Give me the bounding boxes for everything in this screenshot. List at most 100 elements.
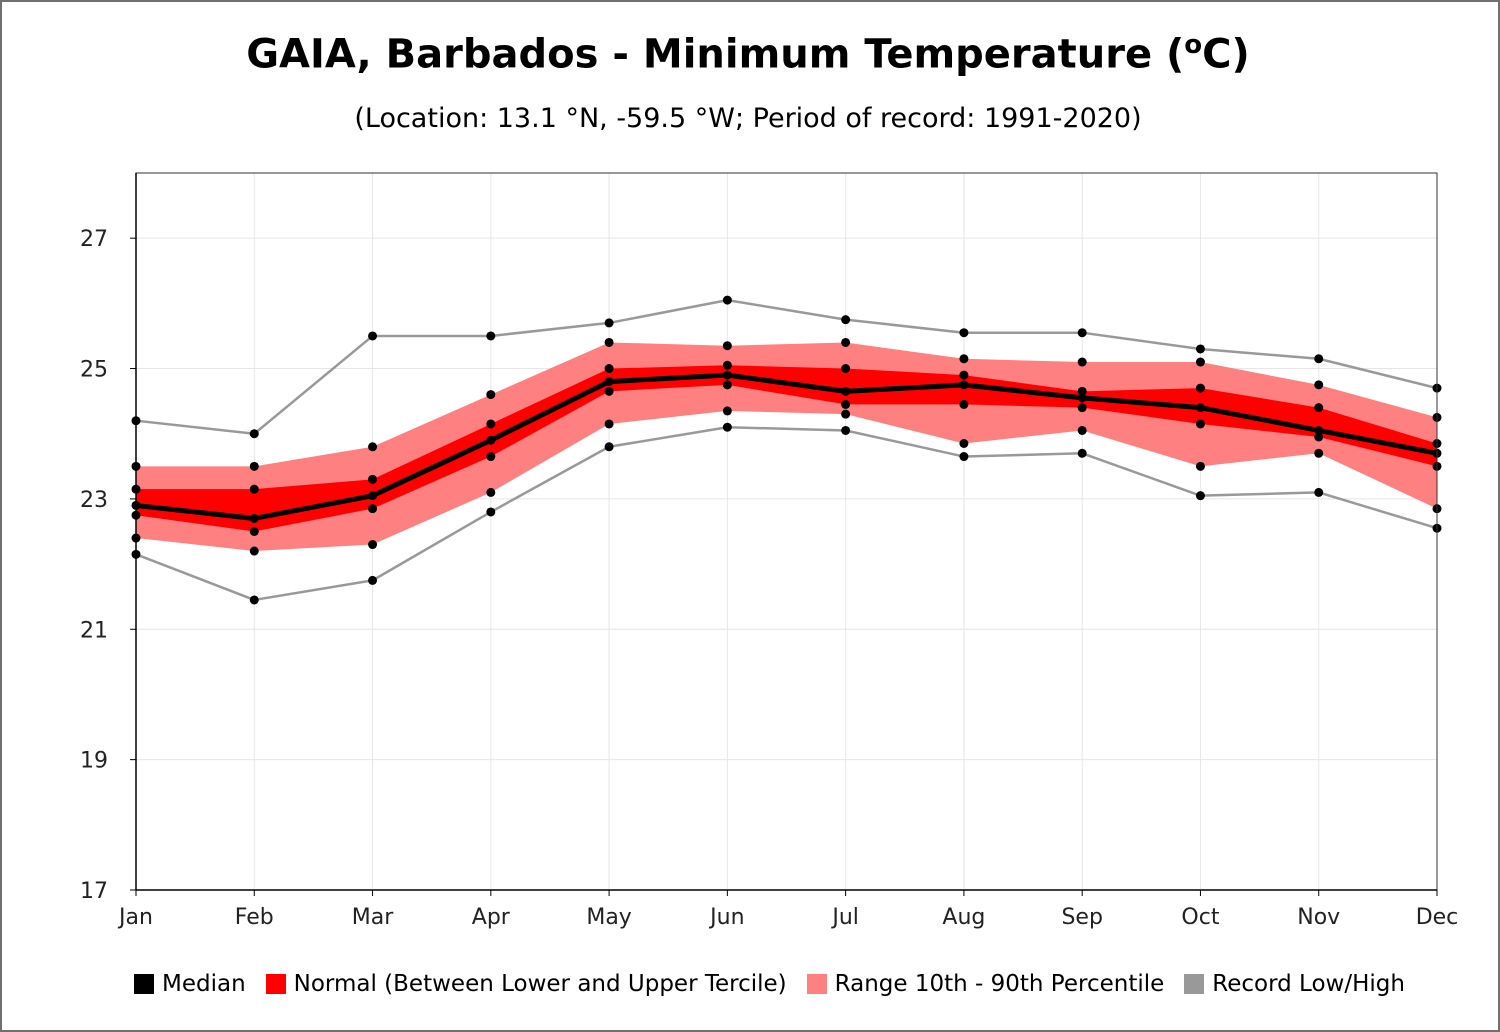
p10-point <box>722 406 732 416</box>
lower-tercile-point <box>604 386 614 396</box>
chart-title-text: GAIA, Barbados - Minimum Temperature ( <box>246 31 1185 78</box>
median-point <box>959 380 969 390</box>
p10-point <box>841 409 851 419</box>
median-point <box>486 435 496 445</box>
lower-tercile-point <box>1077 403 1087 413</box>
record-high-point <box>1314 354 1324 364</box>
p90-point <box>722 341 732 351</box>
median-point <box>841 386 851 396</box>
record-low-point <box>486 507 496 517</box>
lower-tercile-point <box>722 380 732 390</box>
record-low-point <box>841 425 851 435</box>
record-high-point <box>841 315 851 325</box>
record-low-point <box>959 452 969 462</box>
lower-tercile-point <box>249 527 259 536</box>
y-tick-label: 21 <box>80 618 108 643</box>
median-point <box>249 513 259 523</box>
record-high-point <box>249 429 259 439</box>
chart-title-degree-sup: o <box>1184 30 1203 60</box>
chart-plot: 17 19 21 23 25 27 Jan Feb Mar Apr May Jun Jul Aug Sep O… <box>80 172 1458 930</box>
legend-item-normal: Normal (Between Lower and Upper Tercile) <box>265 971 787 997</box>
legend-swatch-median <box>134 974 154 994</box>
x-tick-label: Sep <box>1061 905 1102 930</box>
legend-swatch-record <box>1184 974 1205 994</box>
record-high-point <box>1077 328 1087 338</box>
record-low-point <box>722 422 732 432</box>
x-tick-label: Feb <box>235 905 274 930</box>
y-tick-label: 25 <box>80 358 108 383</box>
upper-tercile-point <box>1077 386 1087 396</box>
p10-point <box>486 487 496 497</box>
legend-label-median: Median <box>162 971 246 997</box>
record-low-line <box>135 425 1438 602</box>
record-low-point <box>1195 491 1205 501</box>
y-tick-label: 17 <box>80 879 108 904</box>
p90-point <box>604 337 614 347</box>
upper-tercile-point <box>368 474 378 484</box>
record-high-point <box>1195 344 1205 354</box>
upper-tercile-point <box>604 364 614 374</box>
p90-point <box>1077 357 1087 367</box>
upper-tercile-point <box>722 360 732 370</box>
y-tick-label: 27 <box>80 227 108 252</box>
y-tick-label: 19 <box>80 749 108 774</box>
record-low-point <box>604 442 614 452</box>
p90-point <box>1195 357 1205 367</box>
y-tick-label: 23 <box>80 488 108 513</box>
median-point <box>1314 425 1324 435</box>
p90-point <box>841 337 851 347</box>
chart-subtitle: (Location: 13.1 °N, -59.5 °W; Period of … <box>354 103 1142 134</box>
record-high-point <box>604 318 614 328</box>
legend-swatch-range <box>806 974 827 994</box>
record-high-point <box>368 331 378 341</box>
lower-tercile-point <box>368 504 378 514</box>
legend-item-range: Range 10th - 90th Percentile <box>806 971 1165 997</box>
x-tick-label: Oct <box>1181 905 1219 930</box>
upper-tercile-point <box>841 364 851 374</box>
p10-point <box>604 419 614 429</box>
p10-point <box>1314 448 1324 458</box>
lower-tercile-point <box>959 399 969 409</box>
lower-tercile-point <box>841 399 851 409</box>
x-tick-label: Aug <box>942 905 985 930</box>
upper-tercile-point <box>486 419 496 429</box>
record-low-point <box>368 575 378 585</box>
upper-tercile-point <box>959 370 969 380</box>
legend-swatch-normal <box>265 974 286 994</box>
chart-legend: Median Normal (Between Lower and Upper T… <box>134 968 1425 1000</box>
median-point <box>1195 403 1205 413</box>
legend-item-record: Record Low/High <box>1184 971 1405 997</box>
p10-point <box>1195 461 1205 471</box>
record-low-point <box>1077 448 1087 458</box>
record-high-point <box>959 328 969 338</box>
p10-point <box>959 439 969 449</box>
x-tick-label: Nov <box>1297 905 1340 930</box>
lower-tercile-point <box>1195 419 1205 429</box>
legend-label-record: Record Low/High <box>1212 971 1405 997</box>
p90-point <box>959 354 969 364</box>
record-high-line <box>135 298 1438 435</box>
median-point <box>722 370 732 380</box>
normal-tercile-band <box>136 365 1437 532</box>
x-tick-label: Mar <box>352 905 394 930</box>
record-high-point <box>486 331 496 341</box>
x-tick-label: Apr <box>472 905 511 930</box>
record-low-point <box>249 595 259 605</box>
p10-point <box>368 540 378 550</box>
x-tick-label: Jul <box>830 905 859 930</box>
legend-label-normal: Normal (Between Lower and Upper Tercile) <box>293 971 787 997</box>
chart-title-unit: C) <box>1202 31 1250 78</box>
p10-point <box>1077 425 1087 435</box>
p10-point <box>249 546 259 556</box>
x-tick-label: May <box>586 905 631 930</box>
median-point <box>368 491 378 501</box>
median-point <box>604 377 614 387</box>
legend-label-range: Range 10th - 90th Percentile <box>834 971 1165 997</box>
p90-point <box>1314 380 1324 390</box>
record-low-point <box>1314 487 1324 497</box>
x-tick-label: Jan <box>117 905 153 930</box>
median-line <box>135 372 1438 521</box>
legend-item-median: Median <box>134 971 246 997</box>
p90-point <box>368 442 378 452</box>
upper-tercile-point <box>249 484 259 494</box>
